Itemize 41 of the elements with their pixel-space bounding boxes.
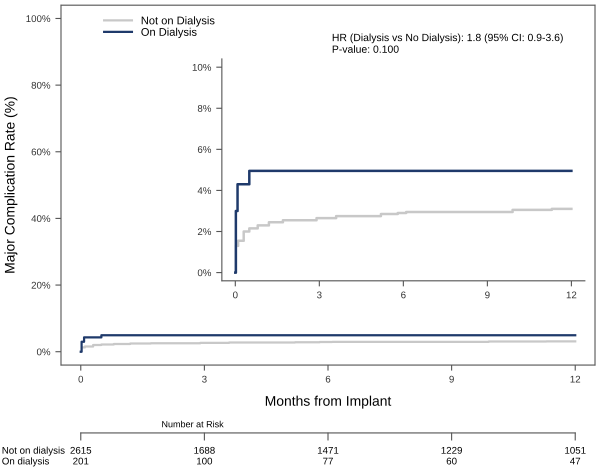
annotation: HR (Dialysis vs No Dialysis): 1.8 (95% CI: 0.9-3.6) [332,34,563,44]
text: 1229 [442,446,462,454]
y-tick-label: 0% [198,269,212,276]
y-tick-label: 100% [26,15,50,22]
text: Number at Risk [162,420,224,428]
text: Not on dialysis [2,446,65,456]
y-tick-label: 60% [32,148,50,156]
text: 47 [570,458,580,464]
y-tick-label: 20% [32,282,50,289]
y-tick-label: 6% [198,146,212,153]
y-tick-label: 2% [198,228,212,236]
y-tick-label: 10% [192,64,212,71]
text: On dialysis [2,457,49,466]
x-tick-label: 3 [202,376,207,383]
y-axis-title: Major Complication Rate (%) [4,97,18,273]
y-tick-label: 80% [32,82,50,89]
y-tick-label: 0% [36,348,50,356]
x-tick-label: 6 [401,291,406,298]
text: 1471 [318,446,338,454]
y-tick-label: 40% [31,215,50,222]
x-tick-label: 12 [566,291,576,298]
text: 2615 [70,446,92,454]
y-tick-label: 8% [198,105,212,112]
text: 60 [446,458,457,465]
text: 77 [323,458,333,464]
text: 201 [73,458,88,465]
x-tick-label: 9 [449,376,454,383]
legend-label: On Dialysis [141,28,197,38]
x-tick-label: 6 [326,376,330,383]
x-tick-label: 3 [316,291,322,298]
legend-label: Not on Dialysis [142,16,215,27]
text: 1688 [194,446,215,454]
x-tick-label: 0 [232,291,238,298]
annotation: P-value: 0.100 [332,45,399,53]
text: 100 [197,458,212,465]
x-tick-label: 12 [570,376,580,382]
x-tick-label: 9 [485,291,490,298]
text: 1051 [565,446,586,454]
x-axis-title: Months from Implant [266,396,392,409]
y-tick-label: 4% [198,187,212,194]
x-tick-label: 0 [78,376,84,383]
